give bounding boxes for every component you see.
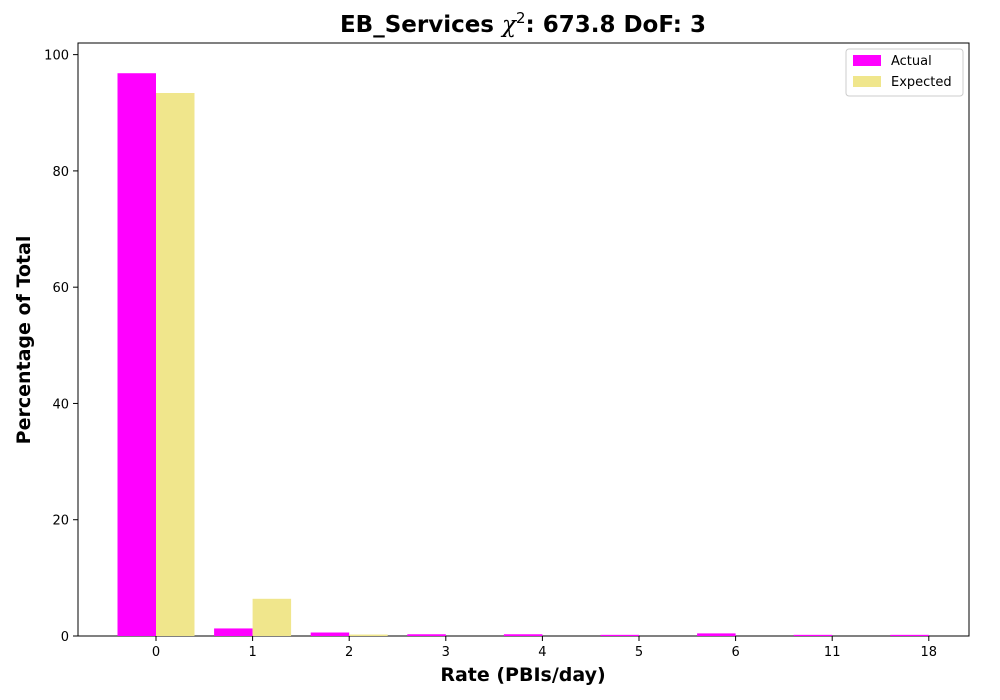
bar-actual-18 [890, 634, 929, 636]
bar-actual-2 [310, 632, 350, 636]
x-tick-label: 1 [248, 645, 256, 660]
y-axis-ticks: 0 20 40 60 80 100 [44, 49, 78, 645]
bars-group [117, 73, 929, 636]
chart-title-sup: 2 [516, 9, 526, 27]
y-tick-label: 20 [52, 514, 69, 529]
bar-expected-0 [156, 92, 195, 636]
y-tick-label: 80 [52, 165, 69, 180]
x-tick-label: 6 [731, 645, 739, 660]
chart-title-prefix: EB_Services [340, 12, 502, 38]
chart-title-chi: χ [500, 12, 518, 38]
legend: Actual Expected [845, 48, 964, 97]
x-tick-label: 0 [152, 645, 160, 660]
x-axis-ticks: 0 1 2 3 4 5 6 11 18 [152, 636, 937, 660]
y-tick-label: 40 [52, 397, 69, 412]
legend-swatch-actual [853, 55, 881, 66]
bar-expected-2 [349, 634, 388, 636]
x-tick-label: 5 [635, 645, 643, 660]
legend-swatch-expected [853, 76, 881, 87]
bar-actual-6 [697, 633, 736, 636]
x-tick-label: 3 [442, 645, 450, 660]
y-tick-label: 100 [44, 49, 69, 64]
chart-title: EB_Services χ2: 673.8 DoF: 3 [340, 9, 706, 38]
x-tick-label: 2 [345, 645, 353, 660]
x-tick-label: 11 [824, 645, 841, 660]
y-tick-label: 0 [61, 630, 69, 645]
bar-actual-11 [793, 634, 833, 636]
bar-actual-1 [214, 628, 253, 636]
chart-title-suffix: : 673.8 DoF: 3 [526, 12, 707, 38]
y-axis-title: Percentage of Total [13, 236, 35, 445]
bar-expected-1 [252, 598, 292, 636]
legend-label-actual: Actual [891, 54, 932, 69]
bar-actual-4 [503, 634, 543, 636]
bar-actual-0 [117, 73, 156, 636]
bar-actual-3 [407, 634, 446, 636]
legend-label-expected: Expected [891, 75, 952, 90]
plot-area [77, 42, 970, 637]
x-axis-title: Rate (PBIs/day) [440, 664, 605, 686]
x-tick-label: 18 [921, 645, 938, 660]
y-tick-label: 60 [52, 281, 69, 296]
bar-actual-5 [600, 634, 639, 636]
x-tick-label: 4 [538, 645, 546, 660]
